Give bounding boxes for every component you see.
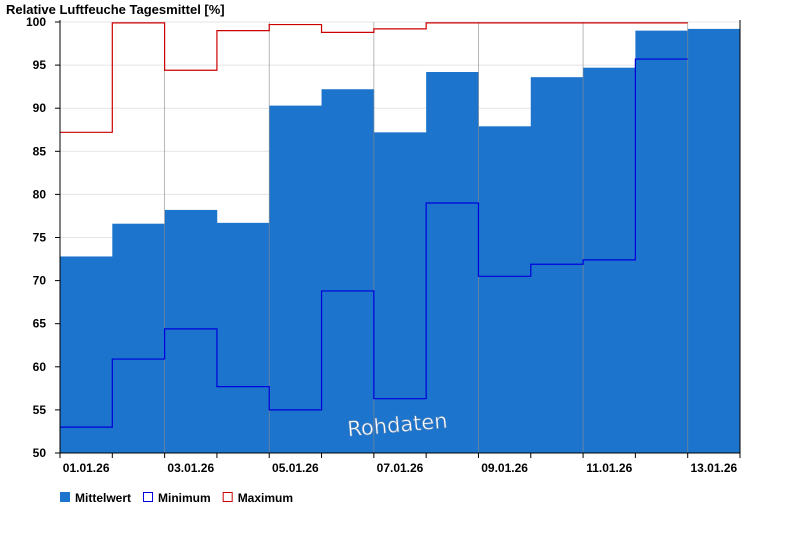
- legend-item-minimum: Minimum: [143, 491, 211, 505]
- y-tick-label: 55: [33, 403, 47, 417]
- series-lines: [60, 22, 688, 428]
- legend-item-mittelwert: Mittelwert: [60, 491, 131, 505]
- axes: 50 55 60 65 70 75 80 85 90 95 100 01.01.26 03.01.26 0…: [26, 15, 741, 475]
- chart-title: Relative Luftfeuche Tagesmittel [%]: [6, 2, 225, 17]
- y-tick-label: 50: [33, 446, 47, 460]
- y-tick-label: 60: [33, 360, 47, 374]
- bar-mittelwert: [269, 105, 322, 453]
- vertical-gridlines: [164, 22, 689, 453]
- bar-mittelwert: [60, 256, 113, 453]
- y-tick-label: 85: [33, 144, 47, 158]
- legend-label: Mittelwert: [75, 491, 131, 505]
- bar-mittelwert: [112, 223, 165, 453]
- bars: [60, 28, 741, 454]
- y-tick-label: 75: [33, 231, 47, 245]
- y-tick-label: 80: [33, 187, 47, 201]
- y-tick-label: 65: [33, 317, 47, 331]
- bar-mittelwert: [321, 89, 375, 454]
- legend: Mittelwert Minimum Maximum: [60, 491, 293, 505]
- x-tick-label: 13.01.26: [690, 461, 737, 475]
- bar-mittelwert: [478, 126, 532, 453]
- x-tick-label: 05.01.26: [272, 461, 319, 475]
- legend-swatch: [60, 492, 70, 502]
- x-tick-label: 07.01.26: [377, 461, 424, 475]
- bar-mittelwert: [164, 209, 218, 453]
- legend-label: Maximum: [238, 491, 293, 505]
- legend-swatch: [222, 492, 233, 502]
- legend-label: Minimum: [158, 491, 211, 505]
- line-minimum: [60, 58, 688, 428]
- y-tick-label: 90: [33, 101, 47, 115]
- bar-mittelwert: [373, 132, 427, 453]
- line-maximum: [60, 22, 688, 133]
- y-tick-label: 100: [26, 15, 46, 29]
- legend-swatch: [143, 492, 154, 502]
- y-tick-label: 95: [33, 58, 47, 72]
- legend-item-maximum: Maximum: [222, 491, 293, 505]
- y-tick-label: 70: [33, 274, 47, 288]
- x-tick-label: 01.01.26: [63, 461, 110, 475]
- bar-mittelwert: [426, 71, 479, 453]
- x-tick-label: 11.01.26: [586, 461, 632, 475]
- x-tick-label: 09.01.26: [481, 461, 528, 475]
- bar-mittelwert: [635, 30, 688, 454]
- bar-mittelwert: [687, 28, 741, 454]
- bar-mittelwert: [530, 77, 584, 453]
- x-tick-label: 03.01.26: [167, 461, 214, 475]
- bar-mittelwert: [216, 222, 270, 453]
